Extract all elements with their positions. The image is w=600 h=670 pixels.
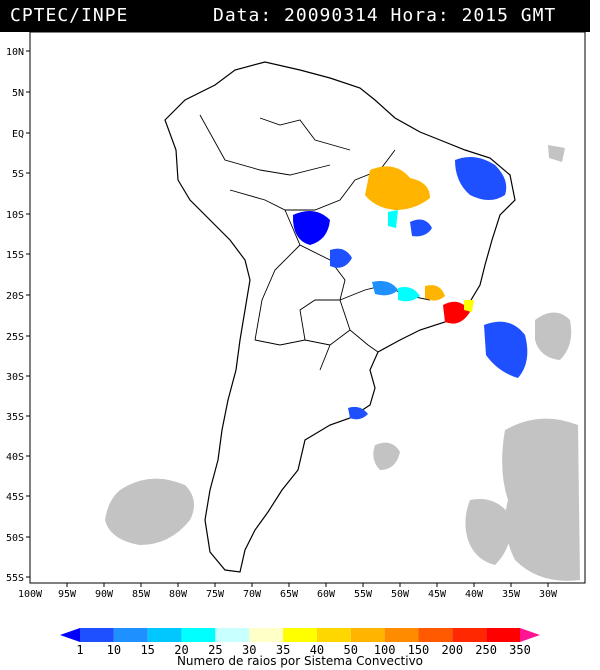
lat-label: 10N (6, 47, 24, 58)
legend-tick-label: 40 (310, 643, 324, 657)
legend-tick-label: 35 (276, 643, 290, 657)
legend-tick-label: 100 (374, 643, 396, 657)
legend-color-box (147, 628, 182, 642)
color-scale-legend: 1 10 15 20 25 30 35 40 50 100 150 200 250 350 (60, 628, 540, 657)
lat-label: 40S (6, 452, 24, 463)
legend-color-box (418, 628, 453, 642)
map-frame (29, 31, 586, 584)
lon-label: 70W (243, 589, 262, 600)
longitude-ticks (66, 583, 549, 587)
legend-tick-label: 50 (344, 643, 358, 657)
legend-color-box (350, 628, 385, 642)
legend-arrow-left (60, 628, 80, 642)
legend-tick-label: 15 (140, 643, 154, 657)
legend-tick-label: 200 (441, 643, 463, 657)
lat-label: 50S (6, 533, 24, 544)
legend-color-box (80, 628, 114, 642)
legend-tick-label: 250 (475, 643, 497, 657)
lat-label: 25S (6, 332, 24, 343)
lon-label: 55W (354, 589, 373, 600)
longitude-labels: 100W 95W 90W 85W 80W 75W 70W 65W 60W 55W… (18, 589, 558, 600)
legend-color-box (486, 628, 520, 642)
lon-label: 60W (317, 589, 336, 600)
lon-label: 35W (502, 589, 521, 600)
legend-title: Numero de raios por Sistema Convectivo (176, 654, 424, 668)
legend-arrow-right (520, 628, 540, 642)
lat-label: 30S (6, 372, 24, 383)
lat-label: 35S (6, 412, 24, 423)
lat-label: 5S (12, 169, 24, 180)
lon-label: 65W (280, 589, 299, 600)
lat-label: 5N (12, 88, 24, 99)
lat-label: 10S (6, 210, 24, 221)
legend-tick-label: 10 (107, 643, 121, 657)
agency-label: CPTEC/INPE (10, 5, 129, 26)
legend-color-box (215, 628, 250, 642)
datetime-label: Data: 20090314 Hora: 2015 GMT (213, 5, 557, 26)
legend-tick-label: 30 (242, 643, 256, 657)
lon-label: 30W (539, 589, 558, 600)
lat-label: 20S (6, 291, 24, 302)
legend-color-box (181, 628, 216, 642)
title-bar: CPTEC/INPE Data: 20090314 Hora: 2015 GMT (0, 0, 590, 32)
lat-label: 55S (6, 573, 24, 584)
legend-color-box (249, 628, 284, 642)
legend-tick-label: 1 (76, 643, 83, 657)
legend-color-box (283, 628, 317, 642)
legend-color-box (384, 628, 419, 642)
lon-label: 50W (391, 589, 410, 600)
lon-label: 100W (18, 589, 43, 600)
legend-tick-label: 20 (174, 643, 188, 657)
lon-label: 90W (95, 589, 114, 600)
legend-tick-label: 25 (208, 643, 222, 657)
lon-label: 85W (132, 589, 151, 600)
legend-color-box (316, 628, 351, 642)
lat-label: 45S (6, 492, 24, 503)
lat-label: 15S (6, 250, 24, 261)
lightning-clusters (292, 156, 528, 420)
lon-label: 95W (58, 589, 77, 600)
lon-label: 75W (206, 589, 225, 600)
lon-label: 40W (465, 589, 484, 600)
lon-label: 45W (428, 589, 447, 600)
latitude-ticks (26, 50, 30, 578)
lat-label: EQ (12, 129, 24, 140)
legend-color-box (113, 628, 148, 642)
legend-tick-label: 150 (408, 643, 430, 657)
legend-tick-label: 350 (509, 643, 531, 657)
lon-label: 80W (169, 589, 188, 600)
legend-color-box (452, 628, 487, 642)
latitude-labels: 10N 5N EQ 5S 10S 15S 20S 25S 30S 35S 40S… (6, 47, 24, 584)
